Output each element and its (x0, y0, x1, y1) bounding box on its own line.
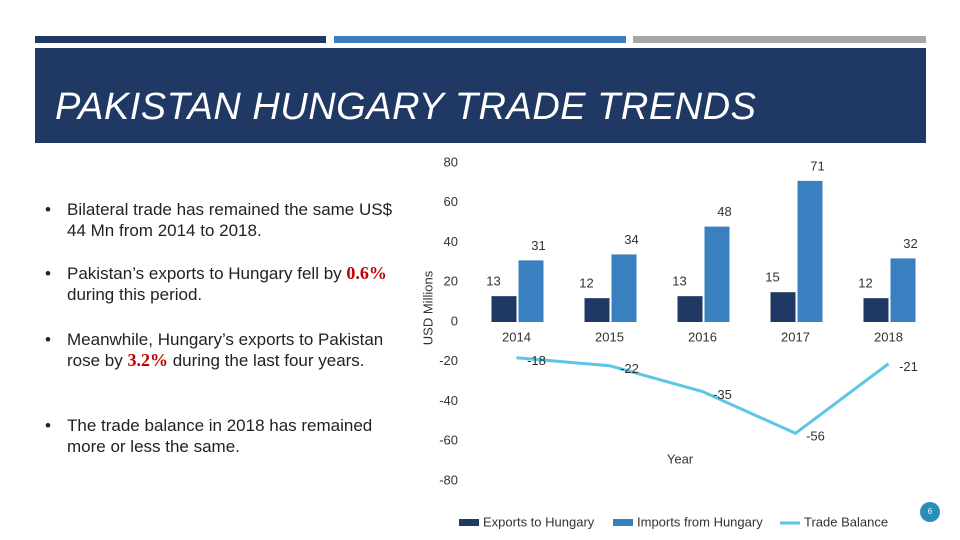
legend-label: Exports to Hungary (483, 514, 595, 529)
y-tick-label: 80 (444, 154, 458, 169)
y-tick-label: -40 (439, 393, 458, 408)
bullet: Meanwhile, Hungary’s exports to Pakistan… (45, 329, 397, 371)
x-tick-label: 2016 (688, 329, 717, 344)
data-label: -35 (713, 387, 732, 402)
data-label: 48 (717, 204, 731, 219)
stripe (35, 36, 326, 43)
data-label: 13 (486, 274, 500, 289)
stripe (334, 36, 626, 43)
bar (770, 292, 796, 322)
bullet-text: during the last four years. (167, 351, 365, 370)
x-tick-label: 2015 (595, 329, 624, 344)
data-label: 34 (624, 232, 638, 247)
bar (863, 298, 889, 322)
legend-marker (613, 519, 633, 526)
bar (611, 254, 637, 322)
y-axis-label: USD Millions (420, 270, 435, 345)
bar (704, 226, 730, 322)
legend-label: Imports from Hungary (637, 514, 763, 529)
data-label: 32 (903, 236, 917, 251)
y-tick-label: 60 (444, 194, 458, 209)
line (516, 356, 890, 436)
bar (584, 298, 610, 322)
y-tick-label: 40 (444, 234, 458, 249)
bar (890, 258, 916, 322)
bar (491, 296, 517, 322)
banner: PAKISTAN HUNGARY TRADE TRENDS (35, 48, 926, 143)
x-tick-label: 2018 (874, 329, 903, 344)
data-label: 31 (531, 238, 545, 253)
bar (797, 180, 823, 322)
page-number: 6 (920, 502, 940, 522)
stripe (633, 36, 926, 43)
y-tick-label: -60 (439, 433, 458, 448)
data-label: 13 (672, 274, 686, 289)
y-tick-label: 20 (444, 274, 458, 289)
x-tick-label: 2017 (781, 329, 810, 344)
data-label: -22 (620, 361, 639, 376)
bar (677, 296, 703, 322)
data-label: 12 (579, 276, 593, 291)
bar (518, 260, 544, 322)
y-tick-label: 0 (451, 313, 458, 328)
slide-title: PAKISTAN HUNGARY TRADE TRENDS (55, 86, 757, 128)
bullet-text: The trade balance in 2018 has remained m… (67, 416, 373, 456)
y-tick-label: -20 (439, 353, 458, 368)
x-axis-label: Year (667, 451, 694, 466)
legend-label: Trade Balance (804, 514, 888, 529)
y-tick-label: -80 (439, 472, 458, 487)
data-label: 71 (810, 158, 824, 173)
data-label: -56 (806, 429, 825, 444)
highlight-text: 3.2% (127, 350, 168, 370)
bullet: Pakistan’s exports to Hungary fell by 0.… (45, 263, 397, 305)
bullet-text: during this period. (67, 285, 203, 304)
bullet: Bilateral trade has remained the same US… (45, 199, 397, 241)
bullet-text: Meanwhile, Hungary’s exports to Pakistan… (67, 330, 384, 370)
legend-marker (459, 519, 479, 526)
data-label: 15 (765, 270, 779, 285)
bullet: The trade balance in 2018 has remained m… (45, 415, 397, 457)
data-label: -18 (527, 353, 546, 368)
bullet-text: Pakistan’s exports to Hungary fell by (67, 264, 347, 283)
bullet-text: Bilateral trade has remained the same US… (67, 200, 393, 240)
data-label: -21 (899, 359, 918, 374)
x-tick-label: 2014 (502, 329, 531, 344)
highlight-text: 0.6% (346, 263, 387, 283)
data-label: 12 (858, 276, 872, 291)
